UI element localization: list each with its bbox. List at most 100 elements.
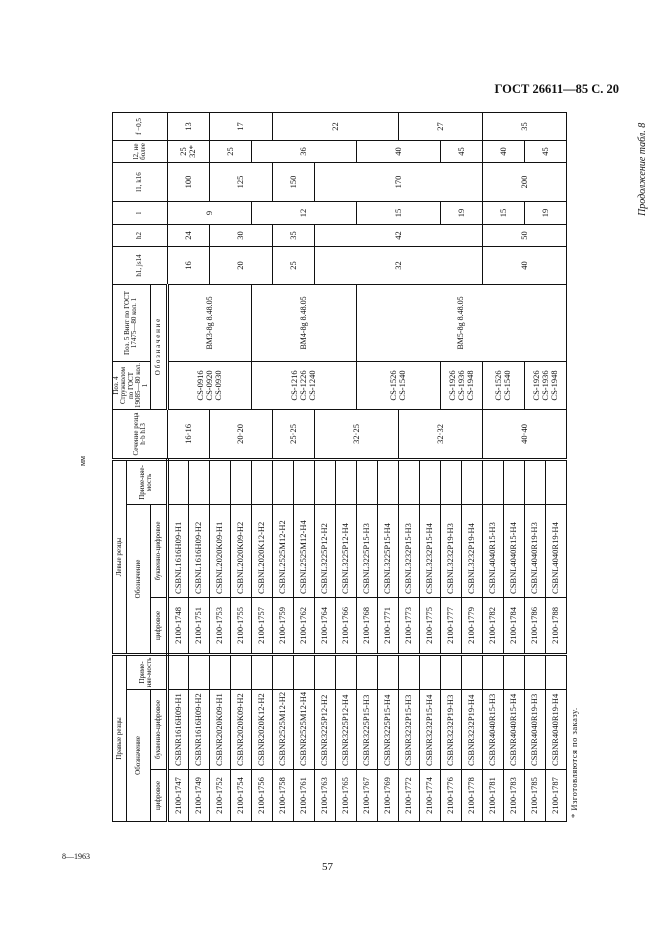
h2-cell: 42 [314, 224, 483, 247]
right-digital-cell: 2100-1749 [188, 769, 210, 822]
table-row: 2100-1756 CSBNR2020K12-H2 2100-1757 CSBNL20… [251, 112, 357, 822]
header-section: Сечение резца h·b h13 [112, 409, 168, 460]
right-alnum-cell: CSBNR4040R15-H4 [503, 689, 525, 770]
left-alnum-cell: CSBNL1616H09-H1 [167, 504, 189, 598]
right-digital-cell: 2100-1758 [272, 769, 294, 822]
poz4-cell: CS-1216 CS-1226 CS-1240 [251, 361, 357, 410]
left-digital-cell: 2100-1762 [293, 597, 315, 655]
l1-cell: 125 [209, 162, 273, 202]
right-applicability-cell [251, 654, 273, 690]
header-left-alnum: буквенно-цифровое [150, 504, 168, 598]
left-digital-cell: 2100-1786 [524, 597, 546, 655]
section-cell: 32·25 [314, 409, 399, 460]
f-cell: 17 [209, 112, 273, 141]
left-digital-cell: 2100-1784 [503, 597, 525, 655]
left-alnum-cell: CSBNL3232P19-H4 [461, 504, 483, 598]
right-applicability-cell [230, 654, 252, 690]
left-applicability-cell [440, 459, 462, 505]
poz4-cell: CS-1926 CS-1936 CS-1948 [524, 361, 567, 410]
f-cell: 27 [398, 112, 483, 141]
table-row: 2100-1767 CSBNR3225P15-H3 2100-1768 CSBNL32… [356, 112, 567, 822]
left-applicability-cell [524, 459, 546, 505]
right-alnum-cell: CSBNR3232P19-H3 [440, 689, 462, 770]
right-applicability-cell [503, 654, 525, 690]
print-code: 8—1963 [62, 852, 90, 861]
right-applicability-cell [356, 654, 378, 690]
left-digital-cell: 2100-1755 [230, 597, 252, 655]
table-row: 2100-1747 CSBNR1616H09-H1 2100-1748 CSBNL16… [167, 112, 252, 822]
section-cell: 16·16 [167, 409, 210, 460]
right-applicability-cell [293, 654, 315, 690]
left-digital-cell: 2100-1779 [461, 597, 483, 655]
right-digital-cell: 2100-1765 [335, 769, 357, 822]
h2-cell: 35 [272, 224, 315, 247]
right-digital-cell: 2100-1781 [482, 769, 504, 822]
h2-cell: 24 [167, 224, 210, 247]
right-digital-cell: 2100-1772 [398, 769, 420, 822]
l-cell: 9 [167, 201, 252, 225]
right-alnum-cell: CSBNR1616H09-H2 [188, 689, 210, 770]
left-digital-cell: 2100-1775 [419, 597, 441, 655]
left-alnum-cell: CSBNL3225P15-H3 [356, 504, 378, 598]
left-digital-cell: 2100-1753 [209, 597, 231, 655]
left-alnum-cell: CSBNL3232P15-H4 [419, 504, 441, 598]
right-applicability-cell [335, 654, 357, 690]
left-applicability-cell [230, 459, 252, 505]
left-applicability-cell [293, 459, 315, 505]
left-applicability-cell [356, 459, 378, 505]
left-applicability-cell [272, 459, 294, 505]
h1-cell: 16 [167, 246, 210, 285]
header-left-applicability: Приме-няе-мость [126, 459, 168, 505]
left-alnum-cell: CSBNL3225P12-H2 [314, 504, 336, 598]
left-alnum-cell: CSBNL4040R19-H3 [524, 504, 546, 598]
left-applicability-cell [398, 459, 420, 505]
right-applicability-cell [377, 654, 399, 690]
l-cell: 15 [356, 201, 441, 225]
footnote: * Изготовляются по заказу. [569, 707, 579, 818]
left-digital-cell: 2100-1757 [251, 597, 273, 655]
unit-label: мм [78, 455, 87, 466]
right-alnum-cell: CSBNR2525M12-H2 [272, 689, 294, 770]
right-alnum-cell: CSBNR2020K09-H1 [209, 689, 231, 770]
right-alnum-cell: CSBNR3232P19-H4 [461, 689, 483, 770]
header-right-digital: цифровое [150, 769, 168, 822]
header-l: l [112, 201, 168, 225]
f-cell: 35 [482, 112, 567, 141]
left-alnum-cell: CSBNL4040R15-H3 [482, 504, 504, 598]
cutters-table: Правые резцы Левые резцы Сечение резца h… [112, 112, 567, 822]
header-right-alnum: буквенно-цифровое [150, 689, 168, 770]
l1-cell: 100 [167, 162, 210, 202]
section-cell: 20·20 [209, 409, 273, 460]
left-alnum-cell: CSBNL3232P15-H3 [398, 504, 420, 598]
right-digital-cell: 2100-1778 [461, 769, 483, 822]
right-digital-cell: 2100-1752 [209, 769, 231, 822]
header-f: f −0,5 [112, 112, 168, 141]
section-cell: 32·32 [398, 409, 483, 460]
left-digital-cell: 2100-1773 [398, 597, 420, 655]
h2-cell: 30 [209, 224, 273, 247]
l2-cell: 25 [209, 140, 252, 163]
left-alnum-cell: CSBNL3232P19-H3 [440, 504, 462, 598]
left-applicability-cell [545, 459, 567, 505]
left-applicability-cell [314, 459, 336, 505]
h2-cell: 50 [482, 224, 567, 247]
left-applicability-cell [377, 459, 399, 505]
poz4-cell: CS-1526 CS-1540 [482, 361, 525, 410]
page-number: 57 [322, 861, 333, 873]
h1-cell: 40 [482, 246, 567, 285]
l2-cell: 40 [356, 140, 441, 163]
right-digital-cell: 2100-1761 [293, 769, 315, 822]
left-digital-cell: 2100-1777 [440, 597, 462, 655]
left-applicability-cell [251, 459, 273, 505]
l2-cell: 25 32* [167, 140, 210, 163]
poz5-cell: BM4-8g 8.48.05 [251, 284, 357, 362]
right-applicability-cell [272, 654, 294, 690]
left-applicability-cell [335, 459, 357, 505]
right-alnum-cell: CSBNR3225P15-H4 [377, 689, 399, 770]
footnote-rule [566, 788, 567, 822]
right-alnum-cell: CSBNR3225P15-H3 [356, 689, 378, 770]
right-digital-cell: 2100-1756 [251, 769, 273, 822]
left-alnum-cell: CSBNL3225P15-H4 [377, 504, 399, 598]
h1-cell: 32 [314, 246, 483, 285]
header-h2: h2 [112, 224, 168, 247]
